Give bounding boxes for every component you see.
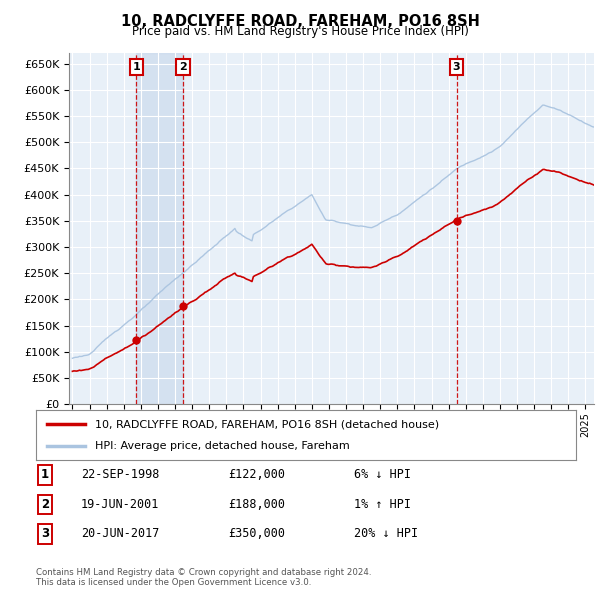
Text: £188,000: £188,000 [228,498,285,511]
Text: 22-SEP-1998: 22-SEP-1998 [81,468,160,481]
Text: Price paid vs. HM Land Registry's House Price Index (HPI): Price paid vs. HM Land Registry's House … [131,25,469,38]
Text: £350,000: £350,000 [228,527,285,540]
Bar [136,53,183,404]
Text: 10, RADCLYFFE ROAD, FAREHAM, PO16 8SH (detached house): 10, RADCLYFFE ROAD, FAREHAM, PO16 8SH (d… [95,419,440,429]
Text: £122,000: £122,000 [228,468,285,481]
Text: 3: 3 [41,527,49,540]
Text: 20% ↓ HPI: 20% ↓ HPI [354,527,418,540]
Text: 1: 1 [132,62,140,72]
Text: 2: 2 [41,498,49,511]
Text: 19-JUN-2001: 19-JUN-2001 [81,498,160,511]
Text: HPI: Average price, detached house, Fareham: HPI: Average price, detached house, Fare… [95,441,350,451]
Text: 20-JUN-2017: 20-JUN-2017 [81,527,160,540]
Text: 3: 3 [453,62,460,72]
Text: 1: 1 [41,468,49,481]
Text: 1% ↑ HPI: 1% ↑ HPI [354,498,411,511]
Text: 2: 2 [179,62,187,72]
Text: 10, RADCLYFFE ROAD, FAREHAM, PO16 8SH: 10, RADCLYFFE ROAD, FAREHAM, PO16 8SH [121,14,479,28]
Text: Contains HM Land Registry data © Crown copyright and database right 2024.
This d: Contains HM Land Registry data © Crown c… [36,568,371,587]
Text: 6% ↓ HPI: 6% ↓ HPI [354,468,411,481]
